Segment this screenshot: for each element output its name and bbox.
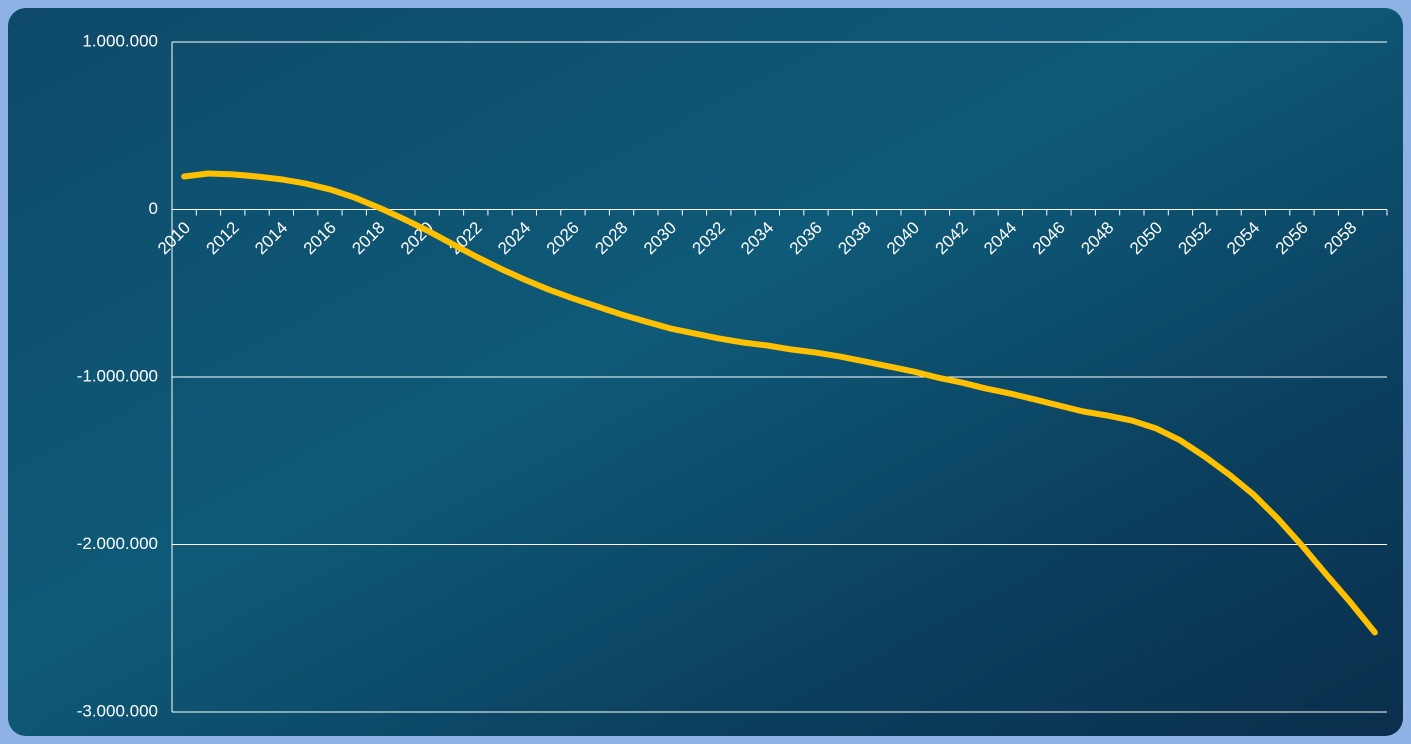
y-tick-label: 0 [149, 199, 158, 218]
y-tick-label: -2.000.000 [77, 534, 158, 553]
y-tick-label: -3.000.000 [77, 701, 158, 720]
background [8, 8, 1403, 736]
data-line [181, 170, 1378, 636]
y-tick-label: -1.000.000 [77, 366, 158, 385]
y-tick-label: 1.000.000 [82, 31, 158, 50]
